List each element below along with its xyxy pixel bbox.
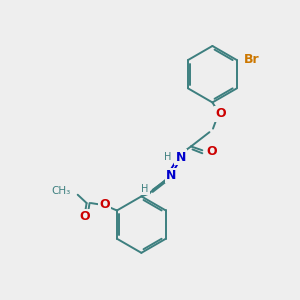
Text: Br: Br [243, 53, 259, 66]
Text: N: N [176, 151, 186, 164]
Text: O: O [206, 145, 217, 158]
Text: H: H [141, 184, 148, 194]
Text: H: H [164, 152, 171, 162]
Text: O: O [80, 210, 90, 223]
Text: O: O [215, 107, 226, 120]
Text: O: O [99, 198, 110, 211]
Text: CH₃: CH₃ [52, 186, 71, 196]
Text: N: N [166, 169, 176, 182]
